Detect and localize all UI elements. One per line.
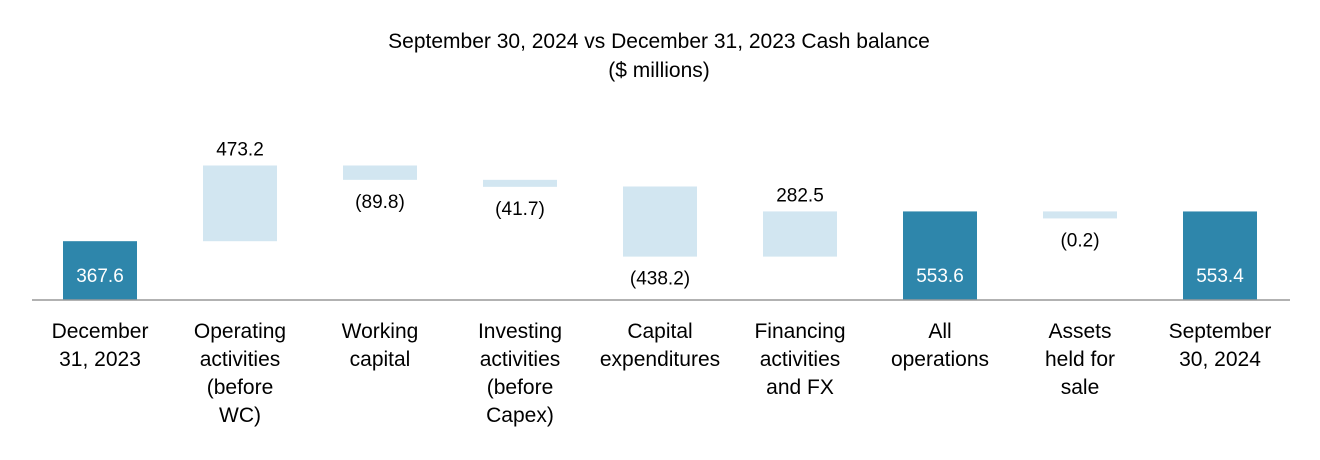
- value-label-1: 473.2: [216, 139, 264, 160]
- category-label-5: Financing activities and FX: [754, 320, 845, 399]
- category-label-2-line-0: Working: [342, 320, 419, 343]
- bar-6: [903, 211, 977, 300]
- value-label-5: 282.5: [776, 185, 824, 206]
- category-labels-group: December 31, 2023 Operating activities (befo…: [52, 320, 1272, 427]
- category-label-4-line-1: expenditures: [600, 348, 720, 371]
- value-labels-group: 367.6 473.2 (89.8) (41.7) (438.2) 282.5 553.6 (…: [76, 139, 1244, 289]
- category-label-5-line-1: activities: [760, 348, 841, 371]
- category-label-8-line-1: 30, 2024: [1179, 348, 1261, 371]
- category-label-6-line-0: All: [928, 320, 951, 343]
- category-label-1-line-1: activities: [200, 348, 281, 371]
- category-label-8-line-0: September: [1169, 320, 1272, 343]
- category-label-2-line-1: capital: [350, 348, 411, 371]
- category-label-6-line-1: operations: [891, 348, 989, 371]
- bar-3: [483, 179, 557, 187]
- category-label-3-line-3: Capex): [486, 404, 554, 427]
- category-label-1-line-0: Operating: [194, 320, 286, 343]
- bars-group: [63, 165, 1257, 300]
- category-label-6: All operations: [891, 320, 989, 371]
- category-label-3-line-0: Investing: [478, 320, 562, 343]
- value-label-3: (41.7): [495, 199, 545, 220]
- category-label-3-line-2: (before: [487, 376, 554, 399]
- category-label-5-line-2: and FX: [766, 376, 834, 399]
- value-label-6: 553.6: [916, 266, 964, 287]
- bar-8: [1183, 211, 1257, 300]
- category-label-1-line-3: WC): [219, 404, 261, 427]
- category-label-2: Working capital: [342, 320, 419, 371]
- chart-subtitle: ($ millions): [608, 59, 710, 82]
- category-label-4: Capital expenditures: [600, 320, 720, 371]
- value-label-0: 367.6: [76, 266, 124, 287]
- category-label-7-line-1: held for: [1045, 348, 1115, 371]
- category-label-4-line-0: Capital: [627, 320, 692, 343]
- category-label-7-line-0: Assets: [1048, 320, 1111, 343]
- category-label-0: December 31, 2023: [52, 320, 149, 371]
- bar-5: [763, 211, 837, 257]
- category-label-0-line-1: 31, 2023: [59, 348, 141, 371]
- category-label-0-line-0: December: [52, 320, 149, 343]
- bar-0: [63, 241, 137, 300]
- bar-1: [203, 165, 277, 242]
- value-label-7: (0.2): [1060, 230, 1099, 251]
- chart-title: September 30, 2024 vs December 31, 2023 …: [388, 30, 930, 53]
- bar-2: [343, 165, 417, 180]
- category-label-5-line-0: Financing: [754, 320, 845, 343]
- category-label-3-line-1: activities: [480, 348, 561, 371]
- category-label-8: September 30, 2024: [1169, 320, 1272, 371]
- category-label-1-line-2: (before: [207, 376, 274, 399]
- category-label-3: Investing activities (before Capex): [478, 320, 562, 427]
- category-label-7: Assets held for sale: [1045, 320, 1115, 399]
- bar-4: [623, 186, 697, 257]
- value-label-4: (438.2): [630, 269, 690, 290]
- value-label-8: 553.4: [1196, 266, 1244, 287]
- category-label-1: Operating activities (before WC): [194, 320, 286, 427]
- category-label-7-line-2: sale: [1061, 376, 1100, 399]
- bar-7: [1043, 211, 1117, 219]
- value-label-2: (89.8): [355, 192, 405, 213]
